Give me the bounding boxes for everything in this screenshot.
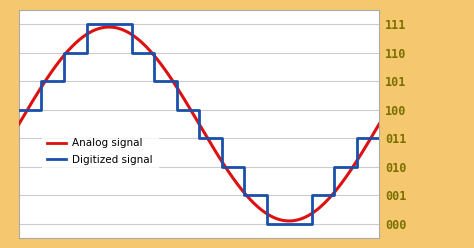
Legend: Analog signal, Digitized signal: Analog signal, Digitized signal [42, 133, 158, 170]
